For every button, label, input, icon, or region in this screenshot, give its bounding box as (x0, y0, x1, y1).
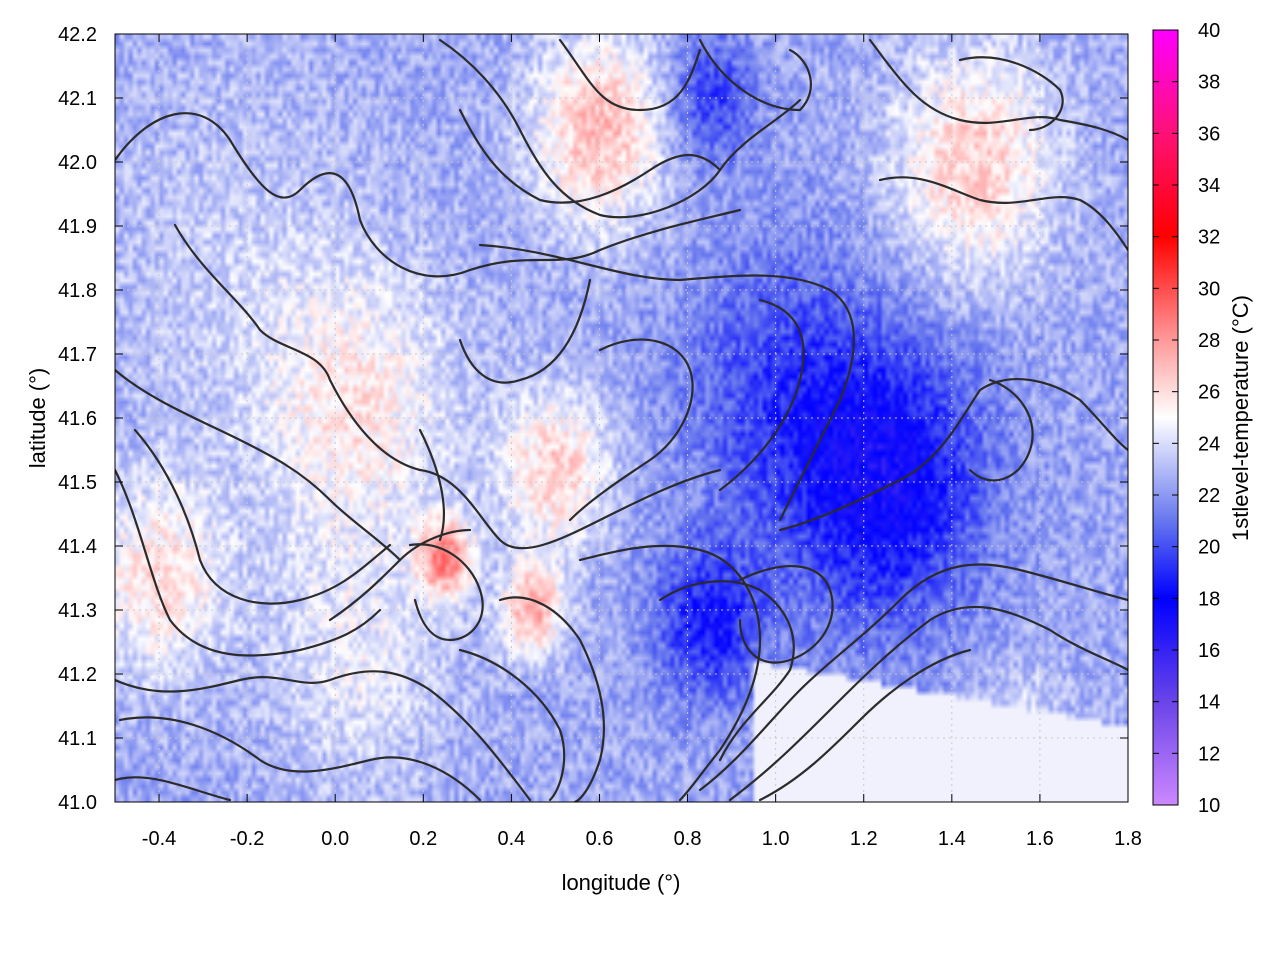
contour-line (328, 528, 472, 622)
contour-line (738, 564, 834, 664)
contour-line (418, 428, 446, 542)
colorbar-tick-label: 36 (1198, 123, 1220, 145)
y-tick-label: 41.5 (58, 472, 97, 494)
colorbar-tick-label: 10 (1198, 795, 1220, 817)
colorbar-tick-label: 18 (1198, 588, 1220, 610)
contour-line (698, 38, 812, 112)
colorbar-tick-label: 14 (1198, 692, 1220, 714)
y-axis-title: latitude (°) (25, 368, 50, 469)
contour-line (968, 378, 1034, 482)
contour-line (878, 176, 1128, 252)
colorbar-tick-label: 20 (1198, 537, 1220, 559)
contour-line (698, 563, 1128, 792)
terrain-contours (115, 38, 1128, 802)
contour-line (115, 468, 382, 657)
contour-line (458, 648, 566, 802)
y-tick-label: 41.9 (58, 216, 97, 238)
contour-line (133, 428, 392, 605)
x-tick-label: 0.6 (586, 828, 614, 850)
x-tick-label: 1.8 (1114, 828, 1142, 850)
contour-line (115, 368, 402, 562)
y-tick-label: 41.8 (58, 280, 97, 302)
colorbar-tick-label: 28 (1198, 330, 1220, 352)
contour-line (778, 378, 1128, 532)
y-tick-label: 41.4 (58, 536, 97, 558)
colorbar-tick-label: 22 (1198, 485, 1220, 507)
colorbar-tick-label: 12 (1198, 743, 1220, 765)
x-tick-label: 0.4 (497, 828, 525, 850)
contour-line (438, 38, 802, 219)
y-tick-label: 42.2 (58, 24, 97, 46)
contour-line (498, 596, 606, 802)
x-tick-label: 1.0 (762, 828, 790, 850)
y-tick-label: 41.1 (58, 728, 97, 750)
colorbar-title: 1stlevel-temperature (°C) (1228, 295, 1253, 541)
x-tick-label: 0.8 (674, 828, 702, 850)
y-tick-label: 41.2 (58, 664, 97, 686)
y-axis: 41.0 41.1 41.2 41.3 41.4 41.5 41.6 41.7 41.8 41.9… (58, 24, 1128, 814)
y-tick-label: 41.0 (58, 792, 97, 814)
contour-line (458, 278, 592, 384)
x-tick-label: 1.4 (938, 828, 966, 850)
contour-line (115, 670, 532, 802)
contour-line (558, 38, 702, 112)
contour-line (578, 544, 762, 802)
colorbar-tick-label: 16 (1198, 640, 1220, 662)
y-tick-label: 42.1 (58, 88, 97, 110)
contour-line (958, 56, 1064, 132)
colorbar-tick-label: 32 (1198, 227, 1220, 249)
x-tick-label: 0.2 (409, 828, 437, 850)
contour-line (568, 338, 694, 522)
y-tick-label: 41.3 (58, 600, 97, 622)
contour-line (478, 243, 855, 522)
contour-line (118, 716, 482, 802)
y-tick-label: 41.6 (58, 408, 97, 430)
colorbar-tick-label: 24 (1198, 433, 1220, 455)
contour-line (868, 38, 1128, 142)
contour-line (115, 112, 742, 278)
x-tick-label: 0.0 (321, 828, 349, 850)
colorbar-tick-label: 38 (1198, 72, 1220, 94)
contour-line (408, 543, 484, 642)
x-tick-label: -0.4 (142, 828, 176, 850)
colorbar-axis: 10 12 14 16 18 20 22 24 26 28 30 32 34 36 38 40 (1153, 20, 1220, 817)
colorbar-tick-label: 34 (1198, 175, 1220, 197)
colorbar-tick-label: 26 (1198, 382, 1220, 404)
y-tick-label: 42.0 (58, 152, 97, 174)
y-tick-label: 41.7 (58, 344, 97, 366)
colorbar (1152, 29, 1179, 806)
contour-line (758, 648, 972, 802)
contour-line (718, 298, 805, 492)
x-tick-label: 1.6 (1026, 828, 1054, 850)
contour-line (173, 223, 722, 550)
colorbar-tick-label: 30 (1198, 278, 1220, 300)
colorbar-tick-label: 40 (1198, 20, 1220, 42)
contour-line (728, 605, 1128, 802)
x-axis-title: longitude (°) (562, 870, 681, 895)
x-axis: -0.4 -0.2 0.0 0.2 0.4 0.6 0.8 1.0 1.2 1.4 1.6 1.8 (142, 34, 1142, 850)
x-tick-label: -0.2 (230, 828, 264, 850)
contour-line (658, 580, 795, 762)
contour-line (115, 776, 232, 802)
contour-line (458, 108, 722, 204)
x-tick-label: 1.2 (850, 828, 878, 850)
